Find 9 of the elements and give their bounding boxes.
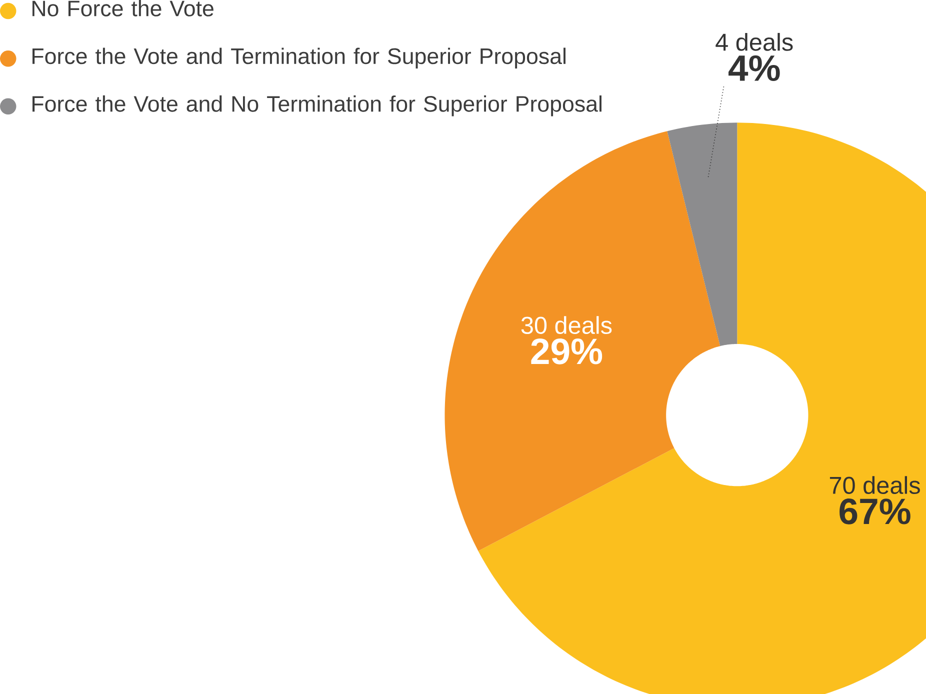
data-label: 70 deals	[830, 476, 920, 494]
legend-label: No Force the Vote	[32, 0, 214, 16]
text: 29%	[531, 338, 602, 364]
legend-label: Force the Vote and No Termination for Superior Proposal	[32, 95, 602, 116]
text: 67%	[840, 498, 910, 524]
legend-label: Force the Vote and Termination for Superior Proposal	[32, 48, 566, 68]
text: 4%	[728, 55, 780, 81]
data-label: 4 deals	[716, 32, 793, 51]
data-label: 30 deals	[521, 316, 612, 334]
